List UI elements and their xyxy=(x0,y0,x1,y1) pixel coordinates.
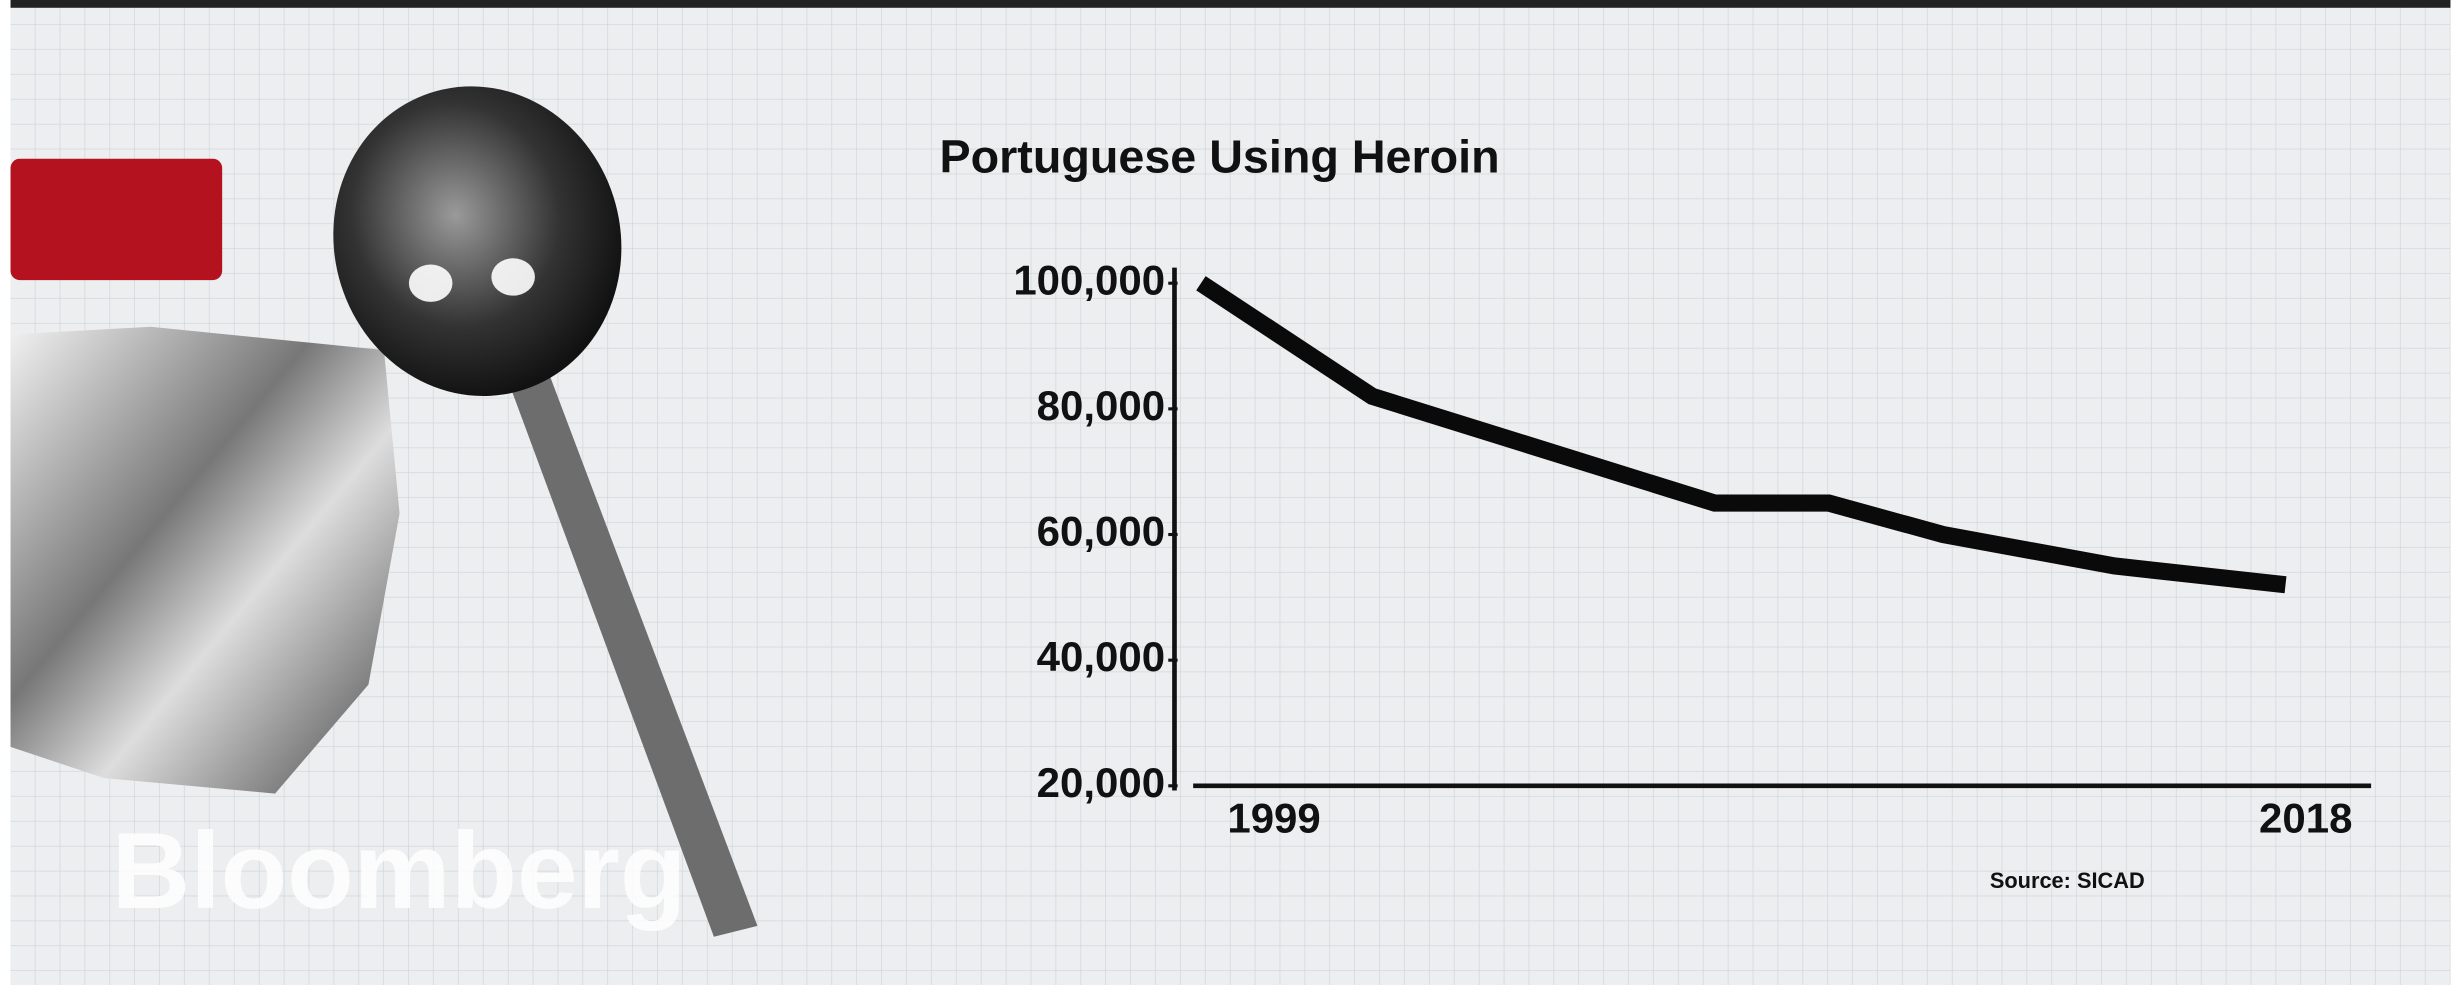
chart-title: Portuguese Using Heroin xyxy=(940,131,1500,183)
y-tick-label: 100,000 xyxy=(1013,256,1165,303)
line xyxy=(1196,276,2287,594)
spoon xyxy=(333,86,758,937)
x-tick-label: 2018 xyxy=(2259,795,2352,842)
y-tick-label: 60,000 xyxy=(1037,508,1165,555)
y-tick-label: 20,000 xyxy=(1037,759,1165,806)
watermark: Bloomberg xyxy=(112,810,687,932)
x-tick-label: 1999 xyxy=(1227,795,1320,842)
top-border xyxy=(10,0,2451,8)
red-object xyxy=(10,158,223,281)
source: Source: SICAD xyxy=(1990,868,2145,893)
y-tick-label: 80,000 xyxy=(1037,382,1165,429)
y-tick-label: 40,000 xyxy=(1037,633,1165,680)
foil xyxy=(10,326,400,794)
